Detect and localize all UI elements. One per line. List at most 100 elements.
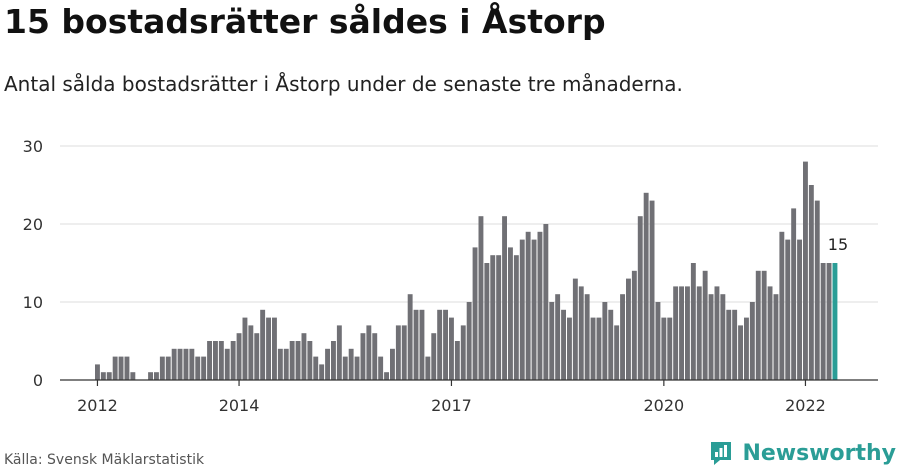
- bar: [390, 348, 395, 380]
- bar: [313, 356, 319, 380]
- bar: [472, 247, 478, 380]
- newsworthy-logo-icon: [711, 442, 732, 465]
- chart-subtitle: Antal sålda bostadsrätter i Åstorp under…: [4, 72, 683, 96]
- bar: [283, 348, 289, 380]
- bar: [218, 341, 224, 380]
- bar-chart: 0 10 20 30 2012 2014 2017 2020 2022 15: [23, 137, 878, 415]
- bar: [171, 348, 177, 380]
- bar: [454, 341, 460, 380]
- bar: [690, 263, 696, 380]
- bar: [714, 286, 720, 380]
- x-tick-label: 2020: [643, 396, 684, 415]
- bar: [567, 317, 572, 380]
- bar: [277, 348, 283, 380]
- bar: [431, 333, 437, 380]
- bar: [466, 302, 472, 380]
- bar: [100, 372, 106, 380]
- bar: [484, 263, 490, 380]
- bar: [425, 356, 431, 380]
- bar: [325, 348, 330, 380]
- bar: [195, 356, 201, 380]
- bar: [572, 278, 578, 380]
- brand-name: Newsworthy: [742, 440, 896, 466]
- x-tick-label: 2012: [77, 396, 118, 415]
- bar: [513, 255, 519, 380]
- bar: [201, 356, 207, 380]
- bar: [791, 208, 797, 380]
- bar: [608, 309, 614, 380]
- bar: [614, 325, 620, 380]
- bar: [490, 255, 496, 380]
- bar: [708, 294, 714, 380]
- bar: [213, 341, 218, 380]
- bar-highlight: [832, 263, 838, 380]
- bar: [537, 231, 543, 380]
- bar: [578, 286, 584, 380]
- bar: [183, 348, 189, 380]
- bar: [443, 309, 448, 380]
- bar: [266, 317, 271, 380]
- bar: [254, 333, 260, 380]
- bar: [159, 356, 165, 380]
- x-tick-label: 2022: [785, 396, 826, 415]
- bar: [331, 341, 336, 380]
- x-tick-label: 2014: [219, 396, 260, 415]
- bar: [679, 286, 684, 380]
- bar: [177, 348, 183, 380]
- bar: [667, 317, 673, 380]
- bar: [118, 356, 124, 380]
- bar: [720, 294, 726, 380]
- y-tick-label: 30: [23, 137, 43, 156]
- bar: [773, 294, 779, 380]
- bar: [348, 348, 354, 380]
- bar: [531, 239, 537, 380]
- bar: [360, 333, 366, 380]
- bar: [797, 239, 802, 380]
- bar: [165, 356, 171, 380]
- bar: [407, 294, 413, 380]
- bar: [230, 341, 236, 380]
- bar: [307, 341, 313, 380]
- bar: [814, 200, 820, 380]
- bar: [702, 270, 708, 380]
- bars: [95, 161, 838, 380]
- bar: [449, 317, 454, 380]
- bar: [95, 364, 100, 380]
- bar: [561, 309, 566, 380]
- bar: [803, 161, 808, 380]
- bar: [236, 333, 242, 380]
- bar: [643, 192, 649, 380]
- bar: [596, 317, 602, 380]
- bar: [401, 325, 407, 380]
- bar: [395, 325, 401, 380]
- bar: [342, 356, 348, 380]
- bar: [260, 309, 266, 380]
- bar: [649, 200, 655, 380]
- bar: [626, 278, 631, 380]
- bar: [502, 216, 507, 380]
- y-tick-label: 0: [33, 371, 43, 390]
- bar: [637, 216, 643, 380]
- bar: [732, 309, 738, 380]
- bar: [419, 309, 425, 380]
- bar: [696, 286, 702, 380]
- bar: [289, 341, 295, 380]
- brand-logo[interactable]: Newsworthy: [708, 440, 896, 466]
- bar: [767, 286, 773, 380]
- bar: [631, 270, 637, 380]
- bar: [655, 302, 661, 380]
- bar: [242, 317, 248, 380]
- bar: [154, 372, 159, 380]
- y-tick-label: 10: [23, 293, 43, 312]
- bar: [673, 286, 679, 380]
- bar: [207, 341, 212, 380]
- bar: [378, 356, 384, 380]
- bar: [496, 255, 502, 380]
- last-value-label: 15: [828, 235, 848, 254]
- bar: [354, 356, 360, 380]
- bar: [749, 302, 755, 380]
- bar: [761, 270, 767, 380]
- bar: [820, 263, 826, 380]
- bar: [189, 348, 195, 380]
- bar: [366, 325, 372, 380]
